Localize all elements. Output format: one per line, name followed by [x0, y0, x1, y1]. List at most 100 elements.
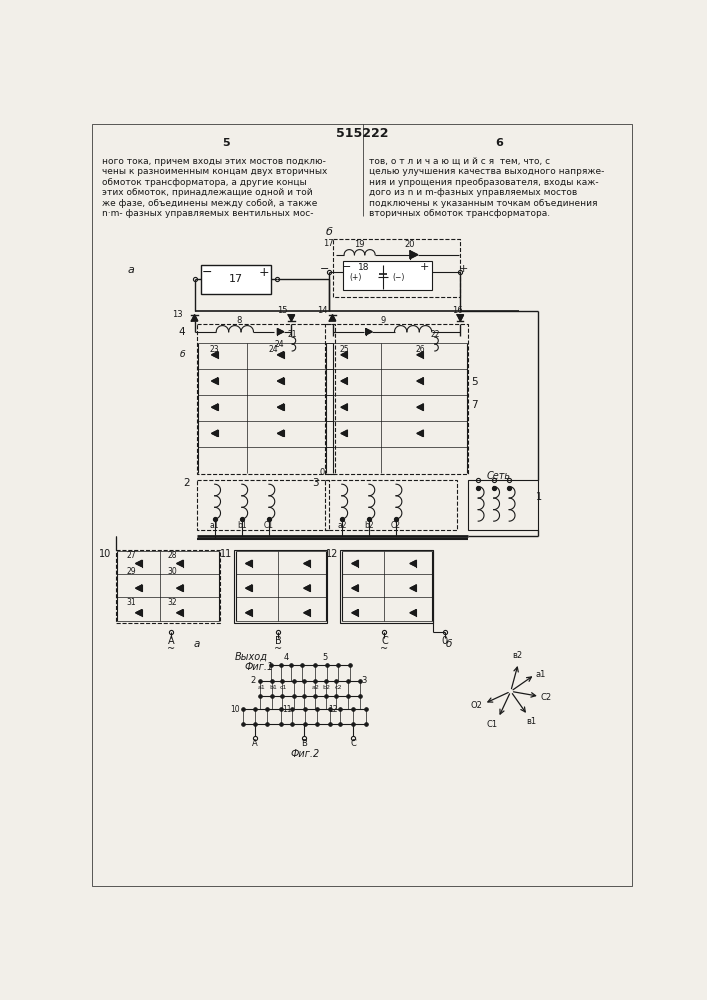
Text: C1: C1 [264, 521, 274, 530]
Polygon shape [341, 352, 347, 358]
Text: c2: c2 [334, 685, 341, 690]
Text: 12: 12 [328, 705, 337, 714]
Polygon shape [211, 352, 218, 358]
Text: чены к разноименным концам двух вторичных: чены к разноименным концам двух вторичны… [103, 167, 328, 176]
Text: 15: 15 [277, 306, 287, 315]
Text: С1: С1 [486, 720, 498, 729]
Text: 23: 23 [210, 345, 219, 354]
Text: Фиг.2: Фиг.2 [291, 749, 320, 759]
Text: −: − [341, 262, 351, 272]
Text: 6: 6 [495, 138, 503, 148]
Polygon shape [417, 430, 423, 436]
Text: 10: 10 [99, 549, 112, 559]
Polygon shape [136, 560, 142, 567]
Text: B: B [301, 739, 307, 748]
Text: а1: а1 [258, 685, 266, 690]
Text: b2: b2 [364, 521, 374, 530]
Text: 0: 0 [442, 636, 448, 646]
Text: ния и упрощения преобразователя, входы каж-: ния и упрощения преобразователя, входы к… [369, 178, 599, 187]
Polygon shape [341, 404, 347, 410]
Text: 3: 3 [312, 478, 319, 488]
Text: +: + [420, 262, 429, 272]
Text: б: б [180, 350, 185, 359]
Bar [332, 239, 460, 297]
Text: а1: а1 [210, 521, 219, 530]
Bar [468, 480, 538, 530]
Polygon shape [211, 378, 218, 384]
Text: б: б [445, 639, 452, 649]
Text: С2: С2 [540, 693, 551, 702]
Text: же фазе, объединены между собой, а также: же фазе, объединены между собой, а также [103, 199, 317, 208]
Text: 4: 4 [179, 327, 185, 337]
Text: b1: b1 [269, 685, 276, 690]
Text: +: + [259, 266, 269, 279]
Polygon shape [277, 329, 284, 335]
Polygon shape [277, 430, 284, 436]
Text: б: б [325, 227, 332, 237]
Polygon shape [410, 560, 416, 567]
Text: подключены к указанным точкам объединения: подключены к указанным точкам объединени… [369, 199, 597, 208]
Polygon shape [417, 378, 423, 384]
Text: 4: 4 [284, 653, 288, 662]
Polygon shape [329, 315, 336, 321]
Text: 29: 29 [126, 567, 136, 576]
Text: C2: C2 [391, 521, 401, 530]
Polygon shape [136, 585, 142, 591]
Text: 18: 18 [358, 263, 369, 272]
Text: 16: 16 [452, 306, 462, 315]
Text: B: B [275, 636, 281, 646]
Polygon shape [277, 378, 284, 384]
Text: О2: О2 [470, 701, 482, 710]
Polygon shape [192, 315, 198, 321]
Bar [115, 550, 220, 623]
Text: C: C [351, 739, 356, 748]
Polygon shape [304, 610, 310, 616]
Text: а1: а1 [536, 670, 547, 679]
Text: 22: 22 [430, 330, 440, 339]
Text: 0: 0 [320, 468, 325, 477]
Text: 24: 24 [268, 345, 278, 354]
Polygon shape [341, 430, 347, 436]
Text: этих обмоток, принадлежащие одной и той: этих обмоток, принадлежащие одной и той [103, 188, 313, 197]
Polygon shape [410, 251, 418, 259]
Text: 5: 5 [471, 377, 478, 387]
Text: 2: 2 [250, 676, 256, 685]
Polygon shape [457, 315, 464, 321]
Text: ного тока, причем входы этих мостов подклю-: ного тока, причем входы этих мостов подк… [103, 157, 326, 166]
Text: b2: b2 [322, 685, 330, 690]
Text: +: + [459, 264, 468, 274]
Polygon shape [277, 352, 284, 358]
Polygon shape [417, 352, 423, 358]
Text: 26: 26 [415, 345, 425, 354]
Polygon shape [246, 585, 252, 591]
Polygon shape [341, 378, 347, 384]
Bar [201, 265, 271, 294]
Text: (+): (+) [349, 273, 362, 282]
Text: 5: 5 [322, 653, 327, 662]
Text: в2: в2 [512, 651, 522, 660]
Text: 8: 8 [237, 316, 243, 325]
Text: 12: 12 [327, 549, 339, 559]
Polygon shape [366, 329, 372, 335]
Text: 30: 30 [167, 567, 177, 576]
Polygon shape [136, 610, 142, 616]
Text: 3: 3 [361, 676, 366, 685]
Text: A: A [168, 636, 175, 646]
Text: (−): (−) [392, 273, 404, 282]
Text: ~: ~ [274, 644, 282, 654]
Polygon shape [352, 585, 358, 591]
Text: Фиг.1: Фиг.1 [244, 662, 274, 672]
Text: 24: 24 [274, 340, 284, 349]
Text: дого из n и m-фазных управляемых мостов: дого из n и m-фазных управляемых мостов [369, 188, 577, 197]
Text: 5: 5 [222, 138, 229, 148]
Text: ~: ~ [380, 644, 388, 654]
Text: −: − [320, 264, 329, 274]
Text: n·m- фазных управляемых вентильных мос-: n·m- фазных управляемых вентильных мос- [103, 209, 314, 218]
Bar [325, 324, 468, 474]
Polygon shape [211, 404, 218, 410]
Polygon shape [277, 404, 284, 410]
Polygon shape [304, 560, 310, 567]
Text: Выход: Выход [235, 652, 268, 662]
Text: 11: 11 [220, 549, 233, 559]
Polygon shape [177, 560, 183, 567]
